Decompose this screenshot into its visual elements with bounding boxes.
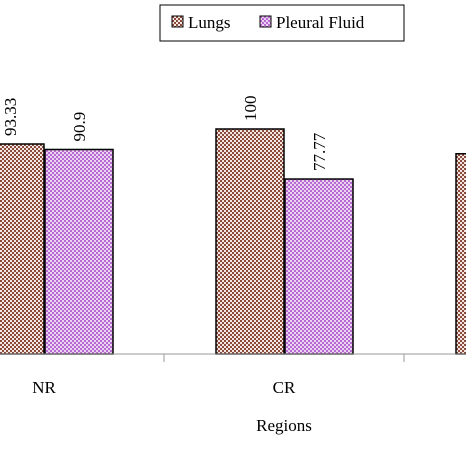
x-axis-label: Regions (256, 416, 312, 435)
legend-label: Pleural Fluid (276, 13, 365, 32)
legend-swatch (259, 15, 272, 28)
legend-label: Lungs (188, 13, 231, 32)
bar (215, 128, 285, 355)
value-label: 77.77 (310, 132, 329, 171)
legend-box (159, 4, 405, 42)
plot-area: 93.33 90.9 100 77.77 (0, 96, 466, 355)
bar (455, 153, 466, 355)
value-label: 93.33 (1, 98, 20, 136)
value-label: 90.9 (70, 112, 89, 142)
bar (284, 178, 354, 355)
bar (44, 148, 114, 355)
value-label: 100 (241, 96, 260, 122)
bar (0, 143, 45, 355)
x-tick-label: NR (32, 378, 56, 397)
legend-swatch (171, 15, 184, 28)
x-tick-label: CR (273, 378, 296, 397)
